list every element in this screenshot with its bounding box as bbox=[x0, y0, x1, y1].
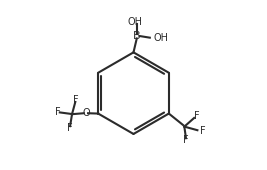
Text: F: F bbox=[200, 126, 206, 136]
Text: B: B bbox=[133, 31, 141, 41]
Text: O: O bbox=[82, 108, 90, 118]
Text: F: F bbox=[67, 123, 73, 133]
Text: OH: OH bbox=[154, 33, 169, 43]
Text: F: F bbox=[54, 107, 60, 117]
Text: F: F bbox=[194, 111, 199, 121]
Text: OH: OH bbox=[128, 17, 143, 27]
Text: F: F bbox=[183, 135, 189, 146]
Text: F: F bbox=[73, 95, 78, 105]
